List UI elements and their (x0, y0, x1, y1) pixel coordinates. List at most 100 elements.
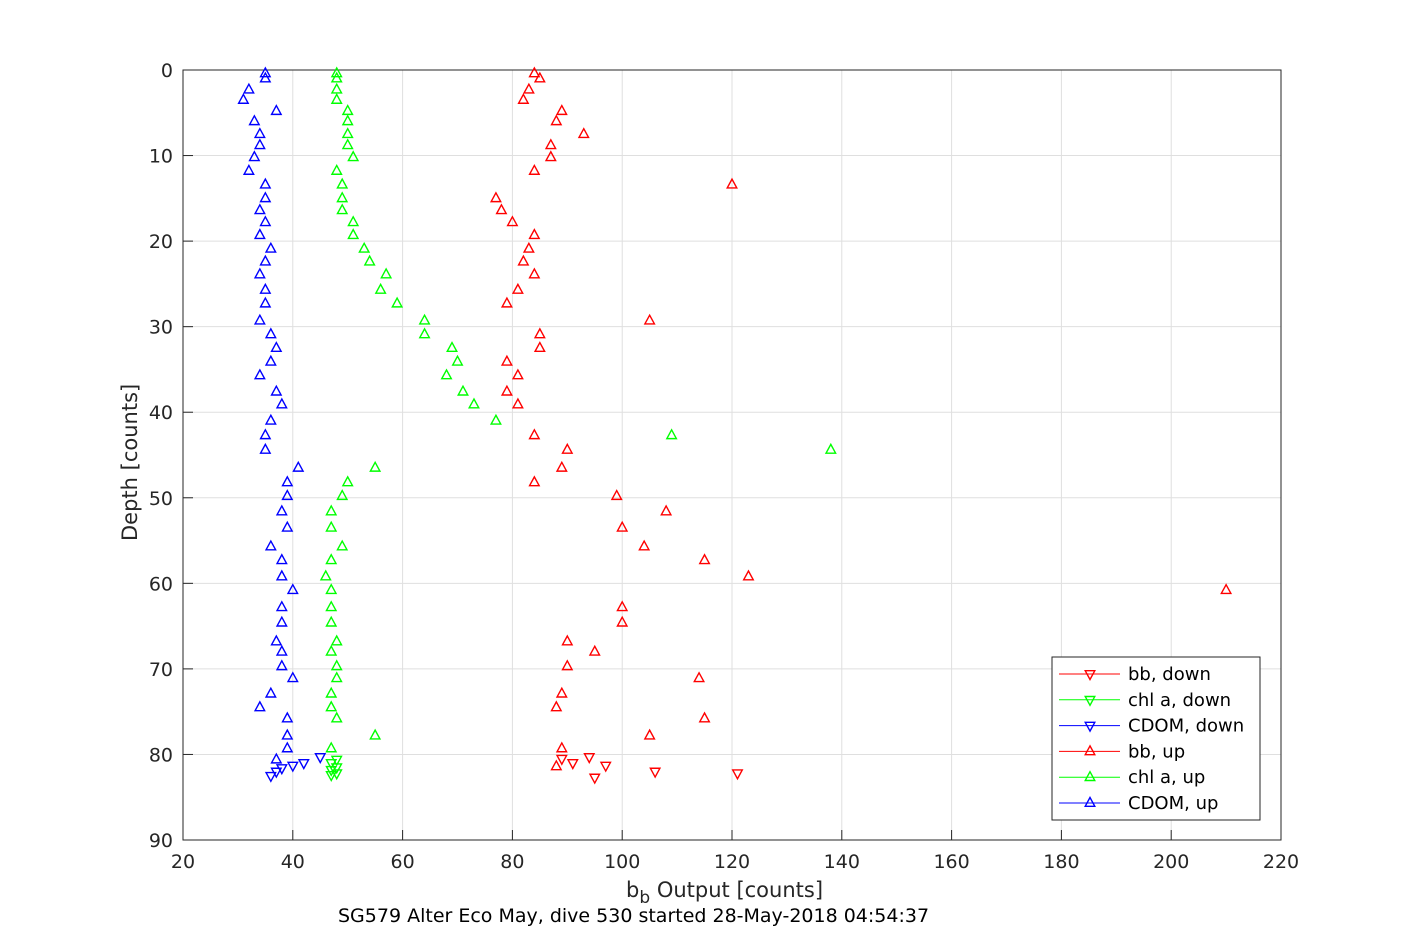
chart-subtitle: SG579 Alter Eco May, dive 530 started 28… (338, 905, 930, 927)
data-point (325, 644, 338, 656)
series-chl-a-up (319, 66, 837, 753)
data-point (275, 764, 288, 776)
legend-entry: chl a, down (1128, 690, 1231, 711)
data-point (583, 753, 596, 764)
data-point (264, 686, 277, 698)
data-point (264, 241, 277, 253)
data-point (330, 634, 343, 646)
legend-entry: bb, up (1128, 741, 1185, 762)
data-point (522, 241, 535, 253)
data-point (325, 520, 338, 532)
data-point (264, 413, 277, 425)
data-point (325, 600, 338, 612)
data-point (347, 215, 360, 227)
data-point (275, 659, 288, 671)
data-point (264, 771, 277, 783)
data-point (253, 228, 266, 240)
data-point (242, 82, 255, 94)
data-point (253, 313, 266, 325)
data-point (330, 755, 343, 767)
data-point (259, 66, 272, 78)
data-point (528, 228, 541, 240)
x-tick-label: 20 (171, 851, 195, 873)
data-point (281, 489, 294, 501)
data-point (517, 92, 530, 104)
series-cdom-down (264, 753, 327, 783)
data-point (259, 177, 272, 189)
x-tick-label: 140 (824, 851, 860, 873)
data-point (451, 354, 464, 366)
data-point (665, 428, 678, 440)
data-point (457, 384, 469, 396)
data-point (325, 553, 338, 565)
y-tick-label: 10 (149, 146, 173, 168)
data-point (577, 127, 590, 139)
data-point (555, 686, 568, 698)
data-point (616, 600, 629, 612)
data-point (297, 759, 310, 770)
y-tick-label: 30 (149, 317, 173, 339)
y-tick-label: 80 (149, 744, 173, 766)
data-point (275, 600, 288, 612)
legend-marker (1084, 670, 1096, 681)
data-point (264, 327, 277, 339)
data-point (1220, 583, 1233, 595)
legend-marker (1084, 721, 1096, 733)
data-point (330, 711, 343, 723)
data-point (336, 191, 349, 203)
data-point (253, 203, 266, 215)
data-point (824, 442, 837, 454)
data-point (731, 769, 744, 781)
data-point (259, 215, 272, 227)
data-point (566, 759, 579, 770)
data-point (495, 203, 508, 215)
data-point (253, 700, 266, 712)
data-point (330, 82, 343, 94)
data-point (347, 150, 360, 162)
data-point (561, 634, 574, 646)
series-cdom-up (237, 66, 305, 764)
x-tick-label: 180 (1043, 851, 1079, 873)
data-point (517, 254, 530, 266)
data-point (330, 659, 343, 671)
data-point (726, 177, 738, 189)
data-point (533, 71, 546, 83)
data-point (561, 442, 574, 454)
data-point (259, 71, 272, 83)
data-point (660, 504, 673, 516)
data-point (610, 489, 623, 501)
data-point (286, 671, 299, 683)
data-point (270, 752, 283, 764)
legend-box (1051, 656, 1261, 821)
data-point (561, 659, 574, 671)
data-point (281, 520, 294, 532)
series-bb-up (489, 66, 1233, 771)
data-point (253, 267, 266, 279)
data-point (242, 163, 255, 175)
data-point (588, 644, 601, 656)
data-point (693, 671, 706, 683)
x-tick-label: 40 (281, 851, 305, 873)
data-point (325, 583, 338, 595)
data-point (649, 767, 662, 779)
data-point (698, 553, 711, 565)
y-tick-label: 20 (149, 231, 173, 253)
data-point (533, 341, 546, 353)
legend-entry: CDOM, up (1128, 793, 1218, 814)
data-point (500, 296, 513, 308)
x-tick-label: 220 (1263, 851, 1299, 873)
x-tick-label: 120 (714, 851, 750, 873)
x-tick-label: 80 (500, 851, 524, 873)
data-point (325, 765, 338, 777)
y-tick-label: 50 (149, 488, 173, 510)
y-tick-label: 0 (161, 60, 173, 82)
data-point (286, 583, 299, 595)
data-point (528, 66, 541, 78)
x-axis-label: bb Output [counts] (626, 878, 824, 908)
data-point (253, 368, 266, 380)
data-point (599, 761, 612, 773)
data-point (341, 138, 354, 150)
legend-entry: CDOM, down (1128, 716, 1244, 737)
data-point (638, 539, 651, 551)
data-point (555, 754, 568, 766)
